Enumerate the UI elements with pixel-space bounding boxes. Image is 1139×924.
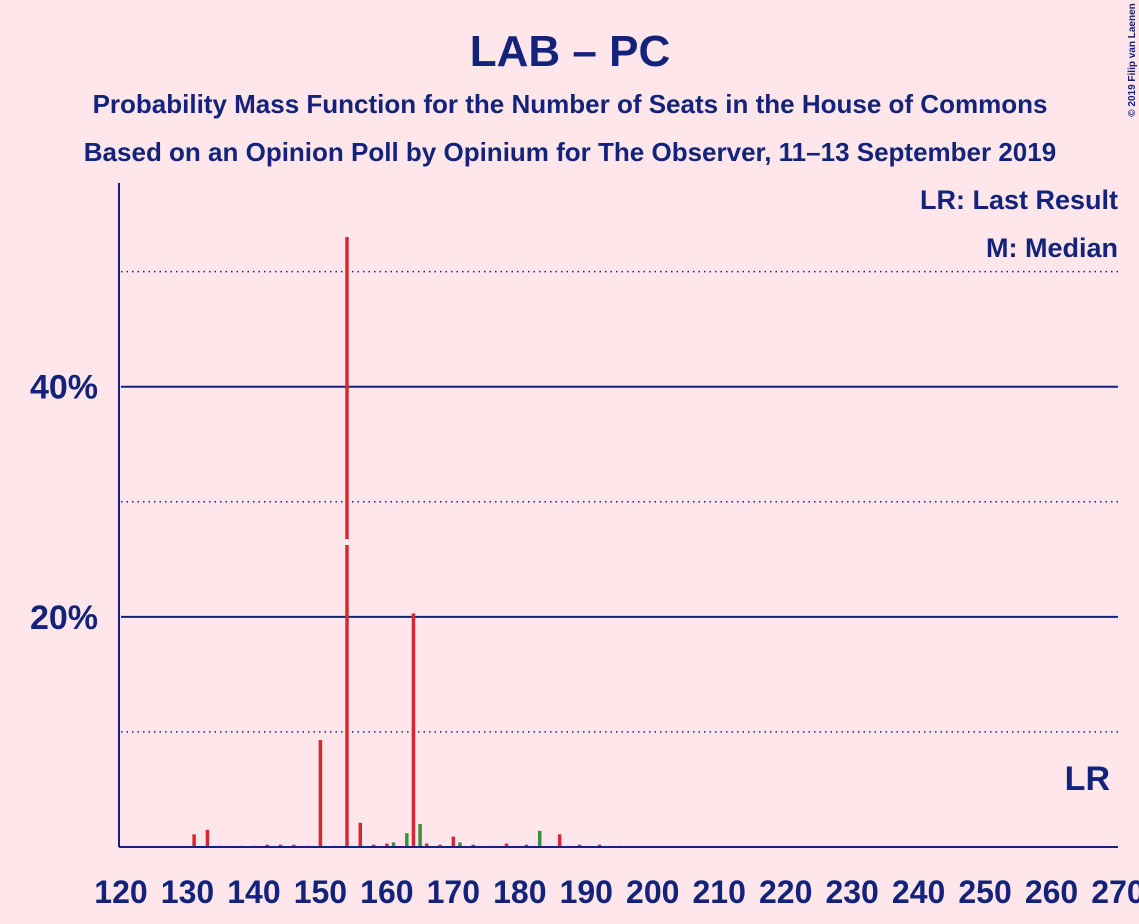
bar bbox=[418, 823, 422, 847]
legend-entry: M: Median bbox=[986, 233, 1118, 263]
bar bbox=[405, 833, 409, 847]
x-tick-label: 250 bbox=[958, 874, 1011, 910]
bar bbox=[597, 844, 602, 847]
median-marker bbox=[345, 539, 349, 546]
bar bbox=[385, 843, 389, 847]
legend-entry: LR: Last Result bbox=[920, 185, 1118, 215]
x-tick-label: 200 bbox=[626, 874, 679, 910]
bar bbox=[265, 844, 269, 847]
x-tick-label: 170 bbox=[427, 874, 480, 910]
bar bbox=[471, 844, 476, 847]
chart-title: LAB – PC bbox=[470, 27, 670, 76]
bar bbox=[577, 844, 582, 847]
bar bbox=[292, 844, 296, 847]
y-tick-label: 40% bbox=[30, 369, 98, 407]
bar bbox=[318, 739, 323, 847]
bar bbox=[451, 836, 456, 847]
bar bbox=[205, 829, 210, 847]
x-tick-label: 210 bbox=[693, 874, 746, 910]
x-tick-label: 120 bbox=[94, 874, 147, 910]
bar bbox=[524, 844, 529, 847]
x-tick-label: 190 bbox=[560, 874, 613, 910]
copyright: © 2019 Filip van Laenen bbox=[1127, 3, 1138, 117]
bar bbox=[504, 843, 509, 847]
annotation: LR bbox=[1065, 760, 1110, 798]
bar bbox=[411, 613, 416, 847]
bar bbox=[192, 834, 196, 847]
x-tick-label: 140 bbox=[227, 874, 280, 910]
x-tick-label: 160 bbox=[360, 874, 413, 910]
x-tick-label: 270 bbox=[1091, 874, 1139, 910]
bar bbox=[537, 830, 542, 847]
x-tick-label: 180 bbox=[493, 874, 546, 910]
bar bbox=[391, 842, 396, 847]
y-tick-label: 20% bbox=[30, 599, 98, 637]
x-tick-label: 240 bbox=[892, 874, 945, 910]
x-tick-label: 260 bbox=[1025, 874, 1078, 910]
x-tick-label: 220 bbox=[759, 874, 812, 910]
bar bbox=[358, 822, 363, 847]
bar bbox=[458, 842, 462, 847]
bar bbox=[557, 834, 562, 847]
bar bbox=[278, 844, 283, 847]
x-tick-label: 150 bbox=[294, 874, 347, 910]
bar bbox=[424, 843, 429, 847]
subtitle: Based on an Opinion Poll by Opinium for … bbox=[84, 137, 1056, 167]
x-tick-label: 130 bbox=[161, 874, 214, 910]
bar bbox=[438, 844, 442, 847]
subtitle: Probability Mass Function for the Number… bbox=[93, 89, 1048, 119]
bar bbox=[371, 844, 376, 847]
x-tick-label: 230 bbox=[825, 874, 878, 910]
